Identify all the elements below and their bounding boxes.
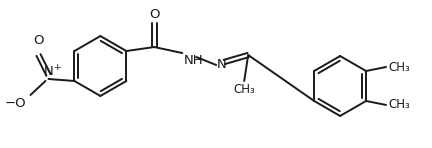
Text: −O: −O	[5, 97, 26, 110]
Text: CH₃: CH₃	[233, 83, 255, 96]
Text: O: O	[149, 8, 159, 21]
Text: CH₃: CH₃	[388, 61, 410, 74]
Text: NH: NH	[183, 54, 203, 67]
Text: O: O	[33, 34, 44, 47]
Text: +: +	[54, 63, 61, 72]
Text: N: N	[217, 58, 227, 70]
Text: CH₃: CH₃	[388, 98, 410, 111]
Text: N: N	[44, 65, 53, 78]
